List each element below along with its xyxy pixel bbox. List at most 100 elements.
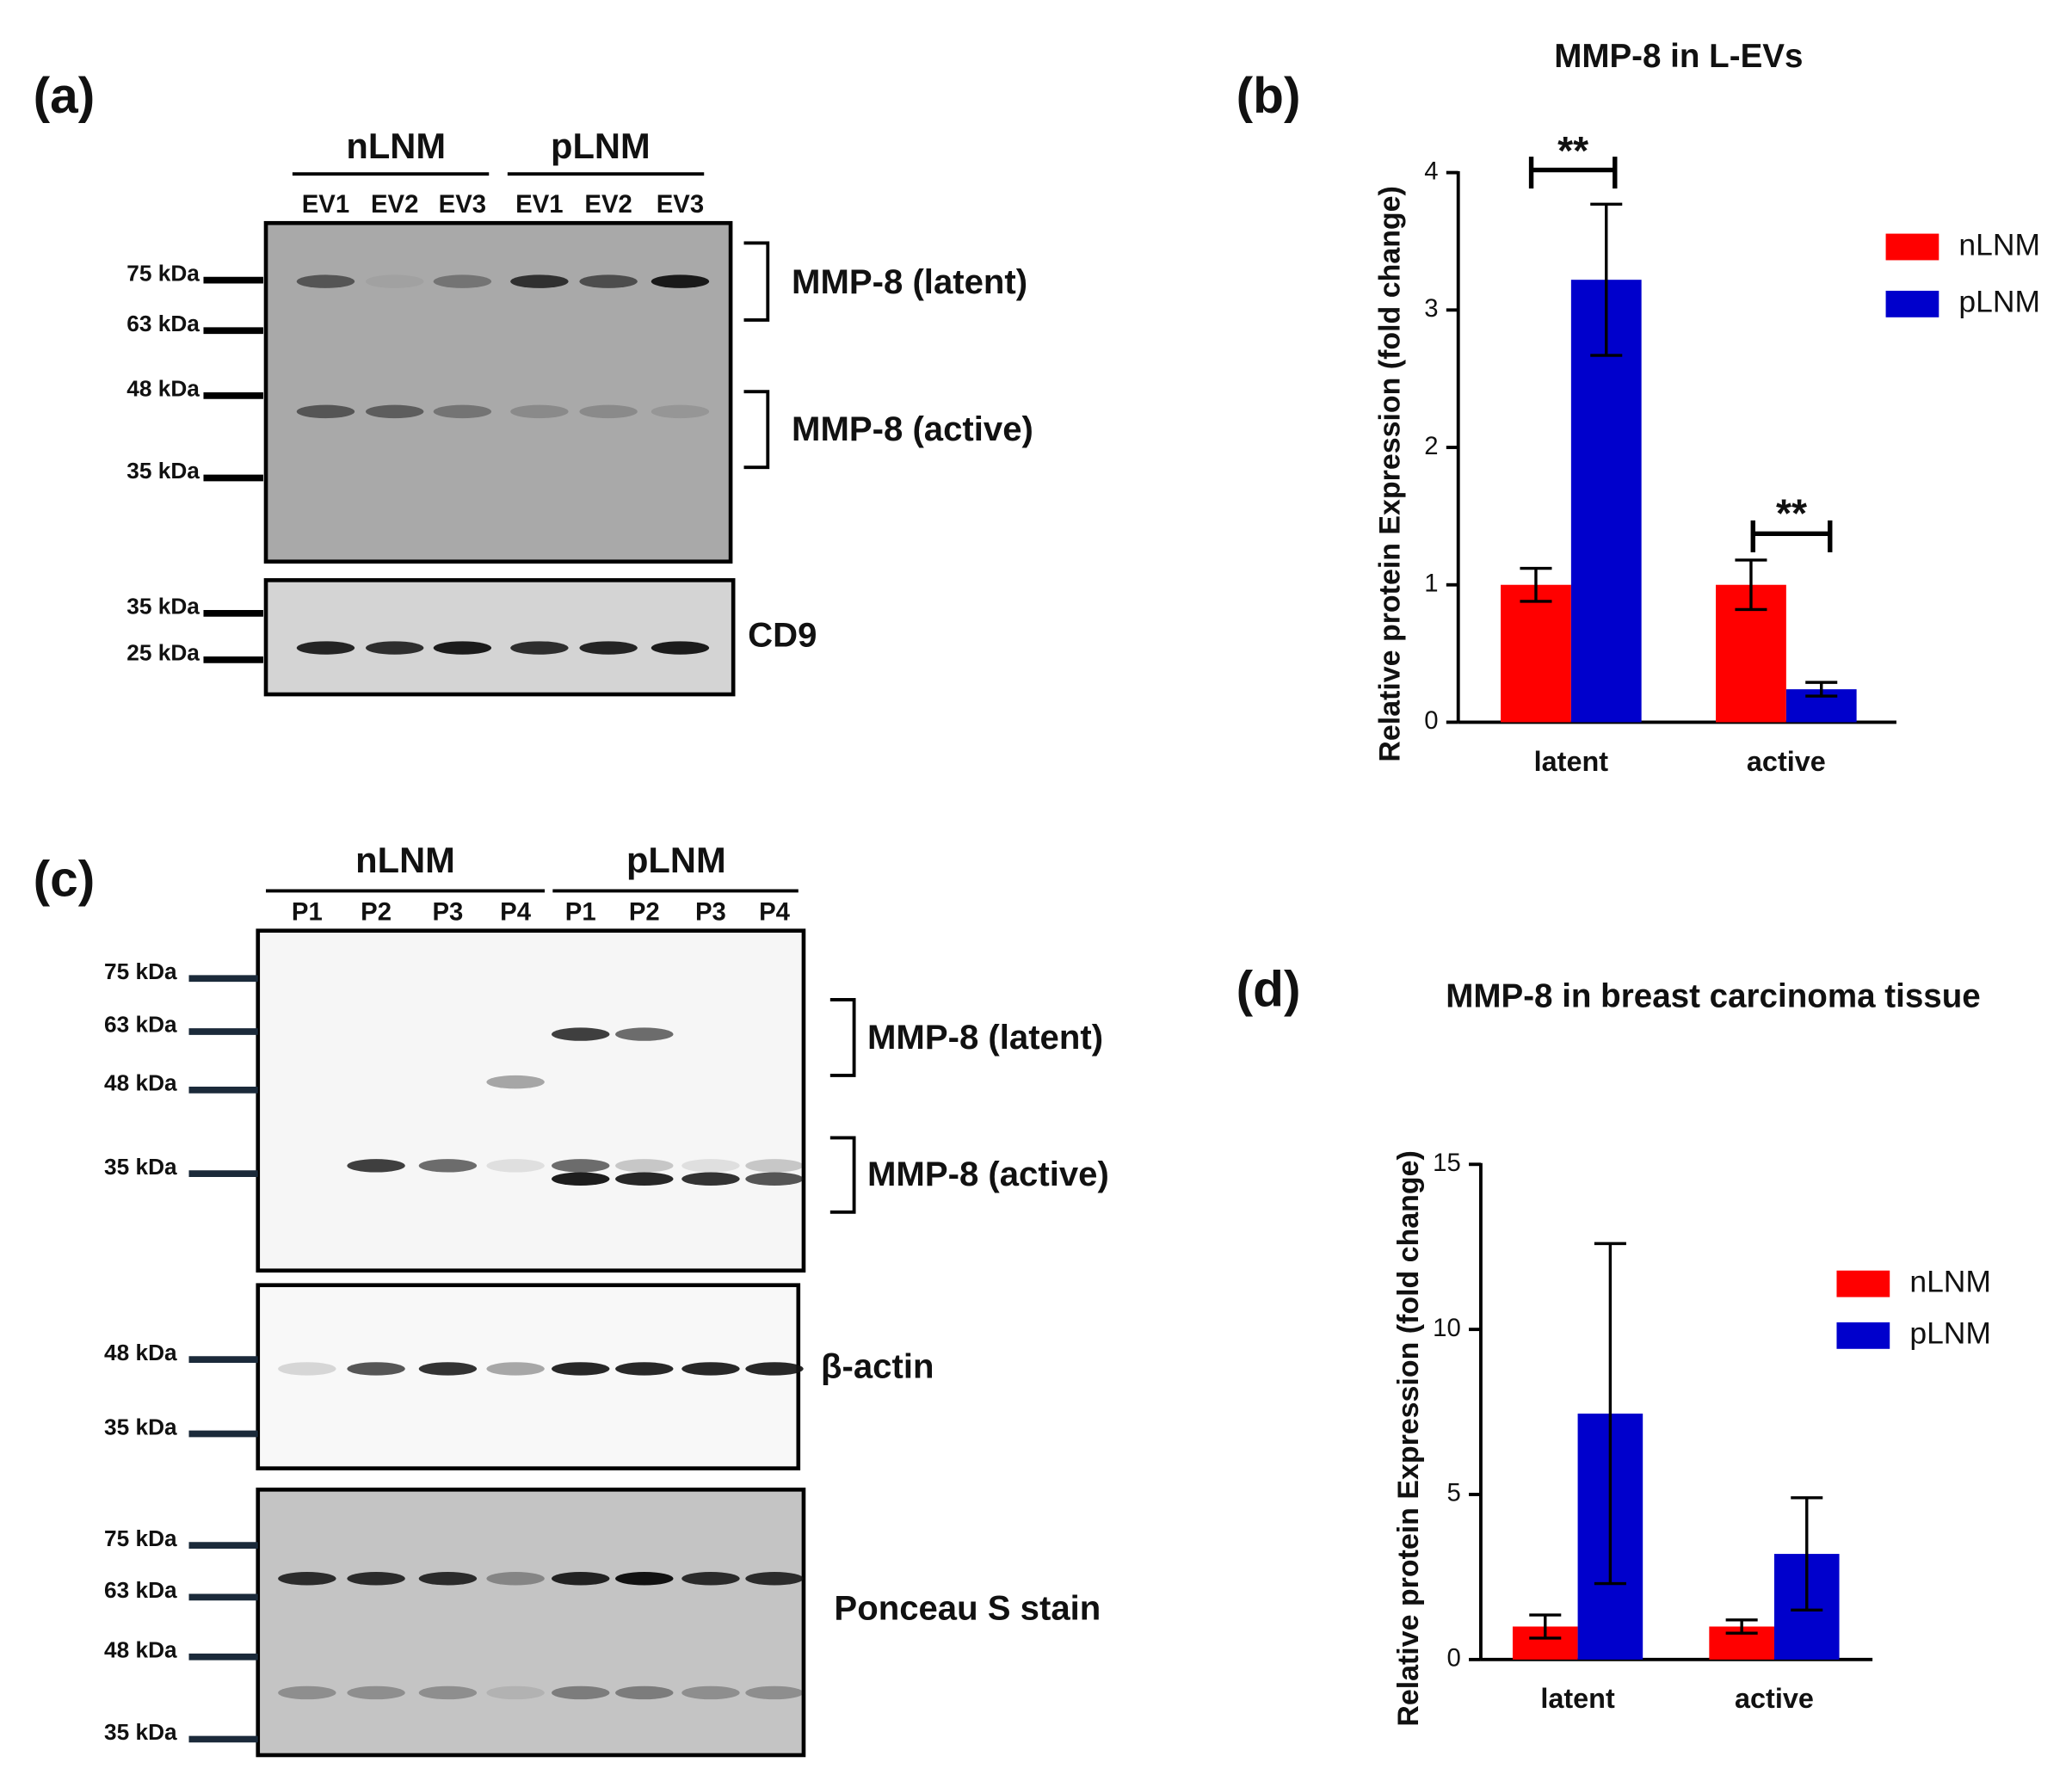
band xyxy=(486,1159,545,1173)
chart-title: MMP-8 in breast carcinoma tissue xyxy=(1446,978,1980,1015)
band xyxy=(510,404,569,419)
panel-label: (b) xyxy=(1236,68,1301,124)
y-tick-label: 10 xyxy=(1433,1314,1461,1342)
lane-label: P4 xyxy=(500,897,532,926)
lane-label: EV2 xyxy=(371,190,418,219)
x-tick-label: active xyxy=(1735,1683,1814,1714)
marker-label: 63 kDa xyxy=(126,311,200,336)
marker-label: 63 kDa xyxy=(104,1012,177,1038)
legend-label: nLNM xyxy=(1909,1265,1991,1299)
band xyxy=(486,1075,545,1089)
band xyxy=(745,1572,804,1586)
lane-label: EV3 xyxy=(657,190,704,219)
band xyxy=(552,1172,610,1186)
y-axis-label: Relative protein Expression (fold change… xyxy=(1392,1150,1425,1726)
blot xyxy=(263,220,733,564)
band xyxy=(651,404,710,419)
loading-label: CD9 xyxy=(748,615,817,654)
band xyxy=(347,1159,405,1173)
x-tick-label: active xyxy=(1747,746,1826,777)
band xyxy=(365,274,424,288)
bracket xyxy=(743,390,770,470)
band xyxy=(510,641,569,655)
legend-label: nLNM xyxy=(1958,227,2040,262)
lane-label: P3 xyxy=(695,897,726,926)
band xyxy=(433,641,492,655)
band xyxy=(365,404,424,419)
lane-label: P2 xyxy=(629,897,660,926)
marker-label: 35 kDa xyxy=(104,1414,177,1439)
band xyxy=(615,1572,674,1586)
band xyxy=(552,1362,610,1376)
error-bar xyxy=(1791,1496,1823,1612)
x-tick-label: latent xyxy=(1534,746,1609,777)
y-tick-label: 5 xyxy=(1446,1479,1460,1507)
chart-title: MMP-8 in L-EVs xyxy=(1554,38,1803,75)
legend-label: pLNM xyxy=(1909,1316,1991,1351)
band xyxy=(615,1685,674,1700)
lane-label: P1 xyxy=(292,897,323,926)
marker-label: 35 kDa xyxy=(104,1719,177,1745)
group-label: pLNM xyxy=(551,126,651,166)
blot xyxy=(256,1488,806,1758)
loading-label: β-actin xyxy=(821,1347,934,1386)
significance-bracket xyxy=(1750,520,1833,552)
group-label: pLNM xyxy=(626,840,726,880)
band xyxy=(552,1685,610,1700)
error-bar xyxy=(1735,558,1767,612)
lane-label: EV2 xyxy=(584,190,632,219)
blot xyxy=(256,928,806,1273)
band xyxy=(579,641,638,655)
band xyxy=(278,1362,336,1376)
bar xyxy=(1501,584,1571,723)
marker-label: 75 kDa xyxy=(104,958,177,984)
panel-label: (a) xyxy=(34,68,96,124)
bracket xyxy=(829,998,856,1077)
lane-label: EV1 xyxy=(515,190,563,219)
band xyxy=(486,1685,545,1700)
lane-label: EV3 xyxy=(439,190,486,219)
legend-label: pLNM xyxy=(1958,285,2040,319)
band xyxy=(651,641,710,655)
band xyxy=(615,1362,674,1376)
panel-label: (d) xyxy=(1236,962,1301,1018)
error-bar xyxy=(1594,1242,1626,1586)
y-tick-label: 1 xyxy=(1424,569,1438,597)
band xyxy=(681,1685,740,1700)
marker-label: 48 kDa xyxy=(104,1070,177,1096)
lane-label: P1 xyxy=(565,897,596,926)
band-label: MMP-8 (latent) xyxy=(867,1018,1103,1057)
band xyxy=(651,274,710,288)
band xyxy=(365,641,424,655)
band xyxy=(615,1172,674,1186)
marker-label: 63 kDa xyxy=(104,1577,177,1603)
band xyxy=(579,404,638,419)
lane-label: P3 xyxy=(432,897,463,926)
error-bar xyxy=(1725,1618,1758,1635)
band xyxy=(510,274,569,288)
marker-label: 75 kDa xyxy=(104,1525,177,1551)
band xyxy=(681,1362,740,1376)
y-tick-label: 4 xyxy=(1424,157,1438,185)
band xyxy=(745,1685,804,1700)
band-label: MMP-8 (latent) xyxy=(792,262,1027,301)
band xyxy=(278,1572,336,1586)
band xyxy=(486,1572,545,1586)
legend-swatch xyxy=(1836,1270,1890,1297)
lane-label: P2 xyxy=(361,897,392,926)
marker-label: 48 kDa xyxy=(126,376,200,402)
band xyxy=(552,1159,610,1173)
band-label: MMP-8 (active) xyxy=(867,1155,1109,1193)
marker-label: 35 kDa xyxy=(104,1154,177,1180)
marker-label: 75 kDa xyxy=(126,260,200,286)
marker-label: 35 kDa xyxy=(126,458,200,484)
band xyxy=(296,404,355,419)
band xyxy=(347,1362,405,1376)
band xyxy=(615,1159,674,1173)
blot xyxy=(256,1283,801,1470)
lane-label: EV1 xyxy=(302,190,349,219)
y-tick-label: 15 xyxy=(1433,1149,1461,1177)
band xyxy=(296,274,355,288)
band xyxy=(745,1159,804,1173)
